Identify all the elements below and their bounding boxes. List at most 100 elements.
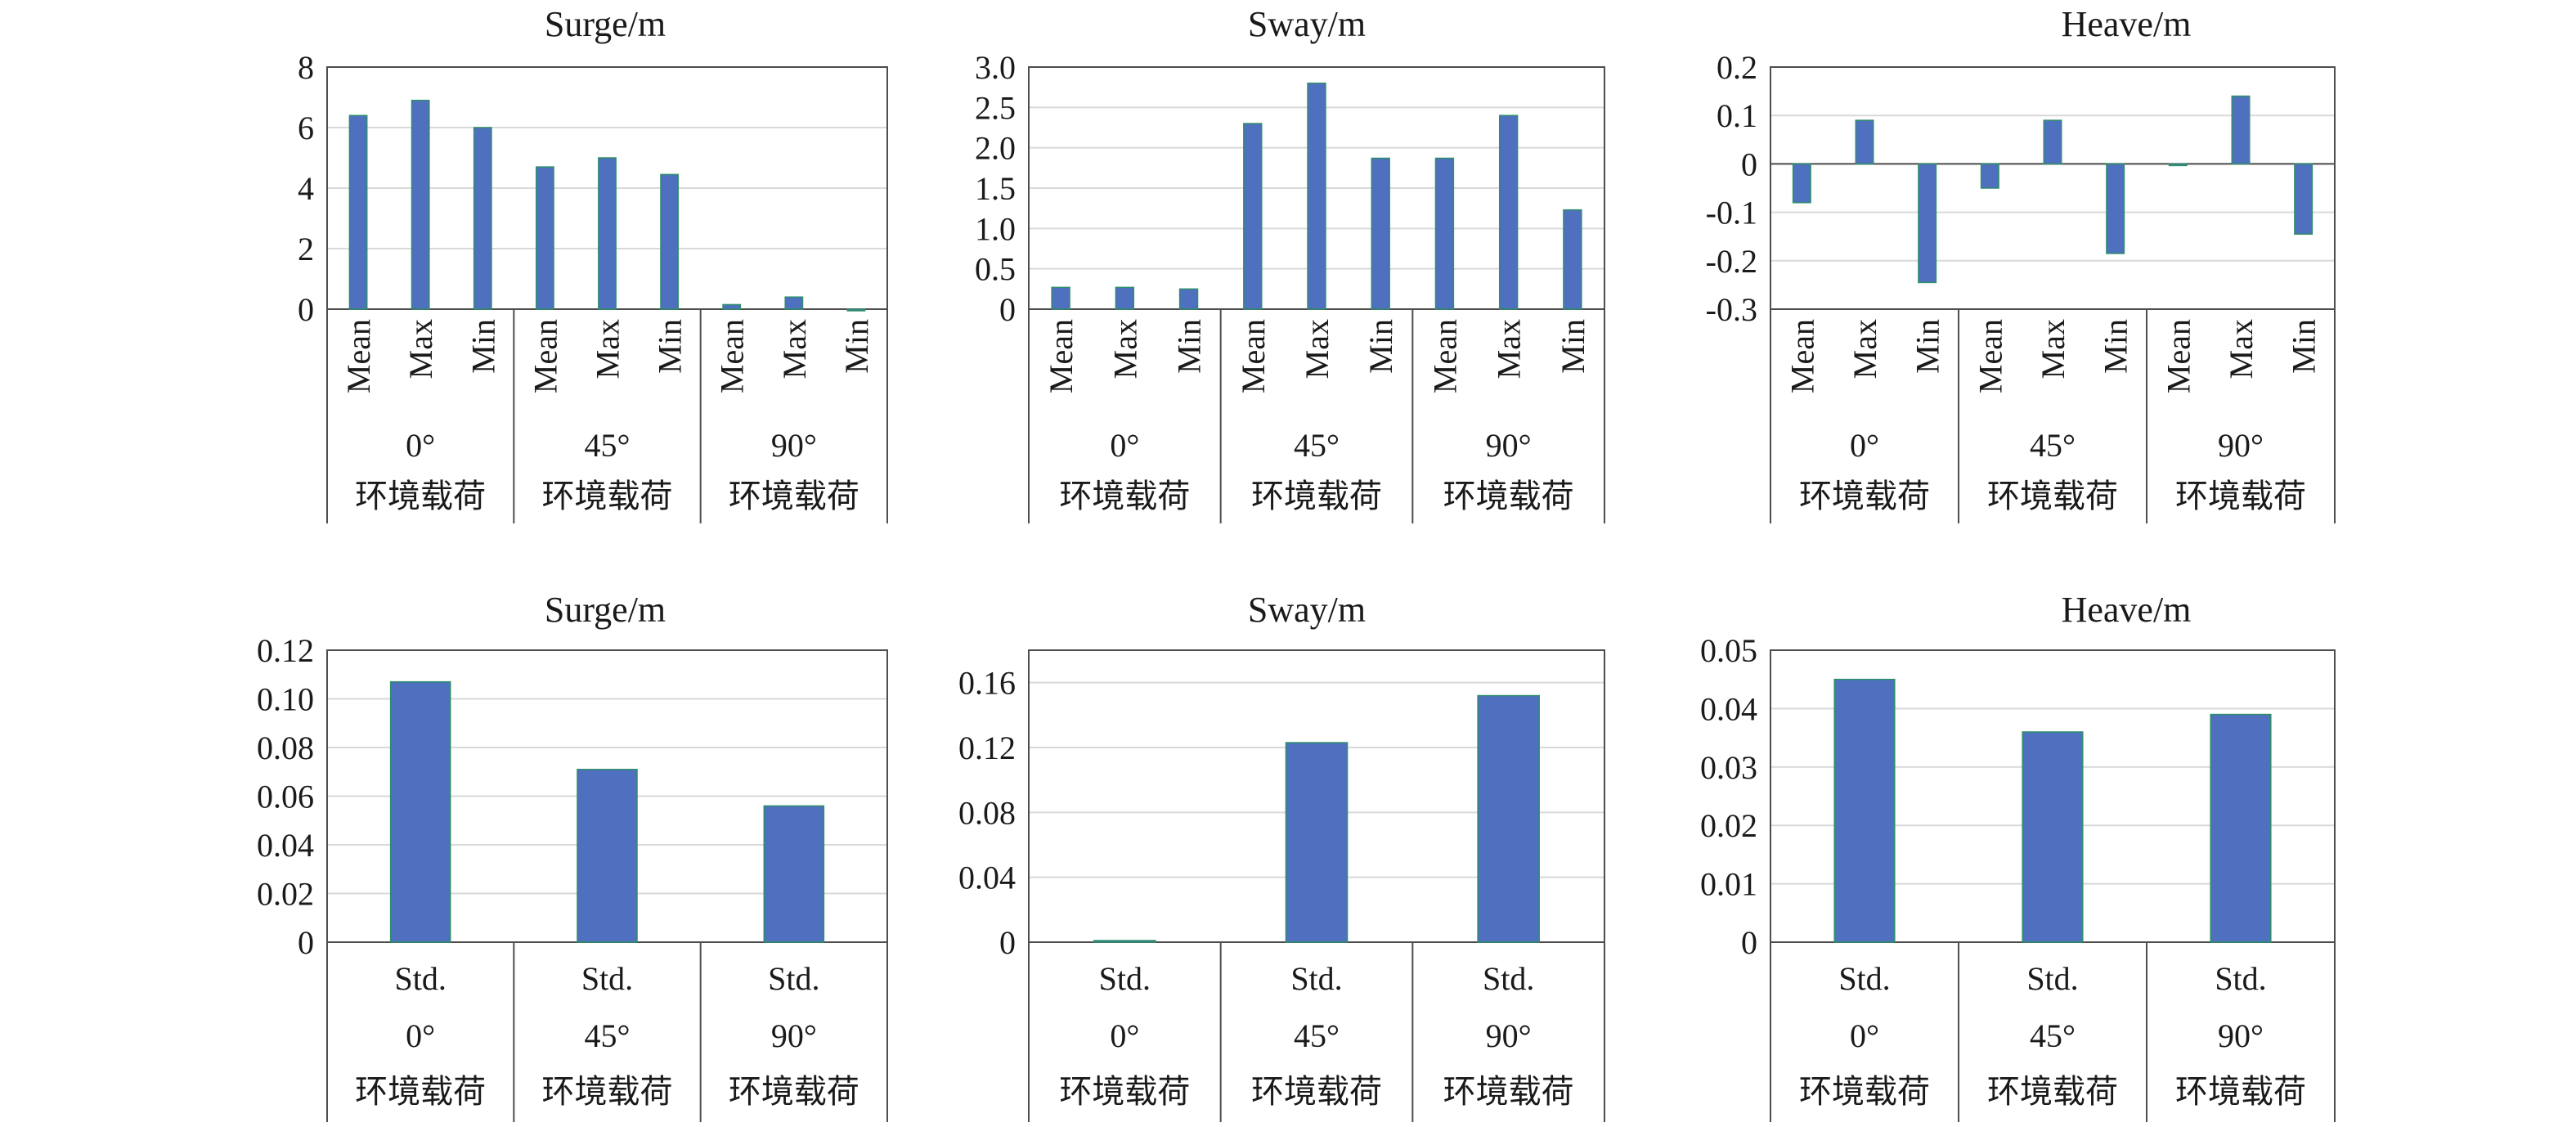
group-angle-label: 90° xyxy=(771,1017,817,1054)
y-tick-label: 0.05 xyxy=(1700,632,1757,669)
group-angle-label: 0° xyxy=(406,1017,435,1054)
bar xyxy=(473,127,492,310)
y-tick-label: 0.06 xyxy=(257,779,314,815)
group-load-label: 环境载荷 xyxy=(729,1073,859,1110)
group-load-label: 环境载荷 xyxy=(1799,1073,1930,1110)
group-angle-label: 45° xyxy=(2030,427,2076,464)
y-tick-label: 0 xyxy=(298,924,314,961)
bar xyxy=(1307,82,1326,310)
category-label: Max xyxy=(1299,319,1335,379)
bar xyxy=(348,114,368,310)
category-label: Min xyxy=(1910,319,1946,374)
chart-plot: 0 2 4 6 8 Mean Max Min Mean Max Min Mean Max Min 0° 环境载… xyxy=(298,49,888,523)
y-tick-label: -0.2 xyxy=(1706,243,1757,280)
group-angle-label: 90° xyxy=(1486,1017,1532,1054)
bar xyxy=(784,296,804,310)
bar xyxy=(2168,163,2188,167)
bar xyxy=(1178,288,1199,310)
bar xyxy=(535,166,554,310)
category-label: Mean xyxy=(1784,319,1820,393)
y-tick-label: 0 xyxy=(999,924,1016,961)
category-label: Max xyxy=(1847,319,1883,379)
y-tick-label: 0.01 xyxy=(1700,866,1757,903)
group-load-label: 环境载荷 xyxy=(1251,1073,1382,1110)
bar xyxy=(2294,163,2313,235)
y-tick-label: 0.2 xyxy=(1717,49,1757,86)
group-load-label: 环境载荷 xyxy=(2175,1073,2306,1110)
category-label: Mean xyxy=(1426,319,1463,393)
y-tick-label: 2 xyxy=(298,231,314,267)
chart-plot: 00.5 1.01.52.0 2.53.0 Mean Max Min Mean Max Min M… xyxy=(975,49,1605,523)
category-label: Std. xyxy=(1099,960,1151,997)
y-tick-label: 0.08 xyxy=(958,794,1016,831)
y-tick-label: 0.04 xyxy=(958,860,1016,896)
category-label: Max xyxy=(2035,319,2071,379)
group-angle-label: 45° xyxy=(1294,1017,1340,1054)
group-angle-label: 90° xyxy=(2218,1017,2264,1054)
bar xyxy=(1792,163,1811,204)
category-label: Min xyxy=(2286,319,2322,374)
chart-plot: 0 0.01 0.02 0.03 0.04 0.05 Std. Std. Std. 0° 环境载荷 4… xyxy=(1700,632,2336,1122)
chart-title: Heave/m xyxy=(2062,590,2192,630)
group-load-label: 环境载荷 xyxy=(1799,478,1930,514)
group-angle-label: 90° xyxy=(2218,427,2264,464)
category-label: Min xyxy=(2098,319,2134,374)
bar xyxy=(722,303,742,310)
group-load-label: 环境载荷 xyxy=(1987,1073,2118,1110)
bar xyxy=(2022,731,2084,943)
y-tick-label: 0.12 xyxy=(958,730,1016,766)
y-tick-label: 0.02 xyxy=(257,876,314,913)
category-label: Std. xyxy=(1483,960,1534,997)
bar xyxy=(1855,119,1874,165)
panel-surge-stats: Surge/m xyxy=(545,4,666,44)
y-tick-label: 2.5 xyxy=(975,89,1016,126)
category-label: Max xyxy=(2223,319,2260,379)
group-angle-label: 90° xyxy=(1486,427,1532,464)
panel-surge-std: Surge/m xyxy=(545,590,666,630)
bar xyxy=(763,805,825,943)
y-tick-label: 6 xyxy=(298,110,314,146)
bar xyxy=(1434,157,1455,310)
bar xyxy=(577,769,638,943)
category-label: Min xyxy=(1171,319,1208,374)
category-label: Std. xyxy=(2026,960,2078,997)
category-label: Max xyxy=(402,319,439,379)
y-tick-label: 0.16 xyxy=(958,665,1016,702)
panel-heave-stats: Heave/m xyxy=(2062,4,2192,44)
category-label: Mean xyxy=(527,319,563,393)
y-tick-label: 0.04 xyxy=(257,827,314,864)
bar xyxy=(1980,163,1999,189)
group-angle-label: 0° xyxy=(1110,427,1139,464)
y-tick-label: 0 xyxy=(1741,924,1757,961)
category-label: Max xyxy=(590,319,626,379)
bar xyxy=(1093,940,1156,943)
group-angle-label: 45° xyxy=(1294,427,1340,464)
bar xyxy=(1833,678,1896,943)
y-tick-label: 1.0 xyxy=(975,210,1016,247)
bar xyxy=(1115,286,1135,310)
bar xyxy=(2043,119,2062,165)
category-label: Min xyxy=(464,319,501,374)
bar xyxy=(2231,95,2251,165)
category-label: Max xyxy=(776,319,813,379)
group-load-label: 环境载荷 xyxy=(2175,478,2306,514)
panel-heave-std: Heave/m xyxy=(2062,590,2192,630)
group-load-label: 环境载荷 xyxy=(1251,478,1382,514)
y-tick-label: 8 xyxy=(298,49,314,86)
bar xyxy=(1051,286,1070,310)
bar xyxy=(598,157,617,310)
group-load-label: 环境载荷 xyxy=(542,1073,673,1110)
chart-title: Sway/m xyxy=(1248,4,1366,44)
chart-title: Sway/m xyxy=(1248,590,1366,630)
category-label: Mean xyxy=(340,319,377,393)
panel-sway-stats: Sway/m xyxy=(1248,4,1366,44)
y-tick-label: 0 xyxy=(999,291,1016,328)
y-tick-label: 0.04 xyxy=(1700,690,1757,727)
bar xyxy=(389,680,451,943)
category-label: Min xyxy=(838,319,875,374)
bar xyxy=(1371,157,1390,310)
group-angle-label: 0° xyxy=(1110,1017,1139,1054)
group-angle-label: 0° xyxy=(1850,1017,1879,1054)
category-label: Std. xyxy=(1838,960,1890,997)
